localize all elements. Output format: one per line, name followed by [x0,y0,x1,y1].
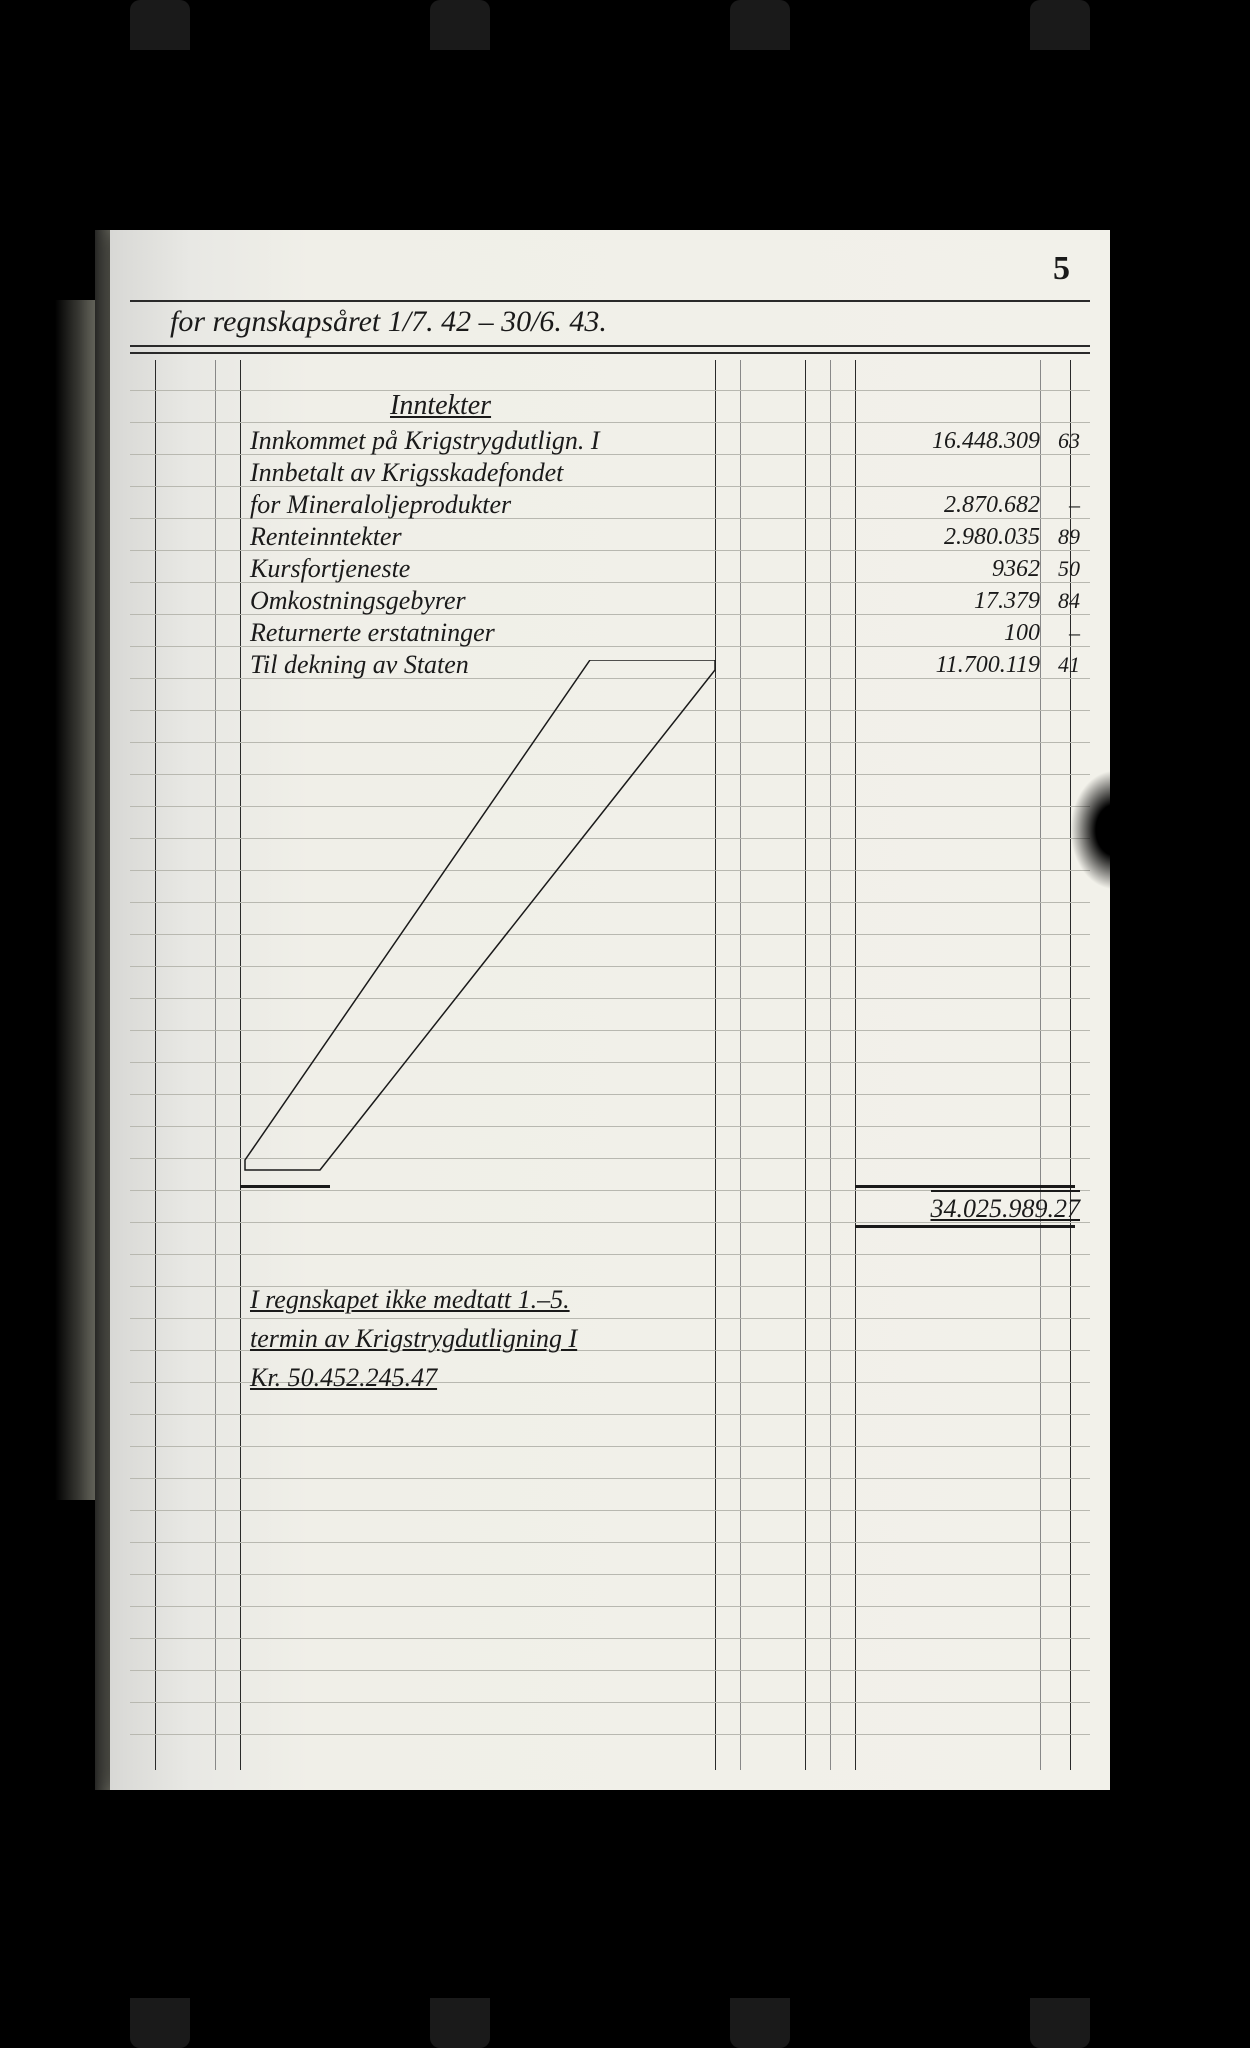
film-sprocket [430,1998,490,2048]
entry-amount: 9362 [992,556,1040,583]
header-rule [130,352,1090,354]
ledger-entry: Omkostningsgebyrer 17.379 84 [250,585,1090,617]
entry-label: Omkostningsgebyrer [250,586,700,616]
subtotal-rule [240,1185,330,1188]
header-rule [130,345,1090,347]
note-line: Kr. 50.452.245.47 [250,1358,577,1397]
total-row: 34.025.989.27 [931,1190,1081,1224]
book-binding [95,230,110,1790]
entry-label: Renteinntekter [250,522,700,552]
film-sprocket [130,1998,190,2048]
ledger-entry: Innbetalt av Krigsskadefondet [250,457,1090,489]
entry-cents: 50 [1058,556,1080,582]
ledger-entry: Kursfortjeneste 9362 50 [250,553,1090,585]
section-title: Inntekter [390,390,491,422]
entry-amount: 100 [1004,620,1040,647]
entry-amount: 17.379 [974,588,1040,615]
total-amount: 34.025.989 [931,1194,1048,1223]
subtotal-rule [855,1185,1075,1188]
closing-diagonal [240,660,720,1180]
page-number: 5 [1053,250,1070,288]
ledger-entry: Returnerte erstatninger 100 – [250,617,1090,649]
film-sprocket [1030,0,1090,50]
film-sprocket [1030,1998,1090,2048]
film-background: 5 for regnskapsåret 1/7. 42 – 30/6. 43. [0,0,1250,2048]
film-sprocket [730,1998,790,2048]
entry-amount: 2.980.035 [944,524,1040,551]
entry-label: for Mineraloljeprodukter [250,490,700,520]
entry-amount: 2.870.682 [944,492,1040,519]
total-cents: 27 [1054,1194,1080,1223]
ledger-entry: Innkommet på Krigstrygdutlign. I 16.448.… [250,425,1090,457]
entry-cents: – [1069,492,1080,518]
subtotal-rule [855,1225,1075,1228]
note-line: I regnskapet ikke medtatt 1.–5. [250,1280,577,1319]
book-edge [55,300,95,1500]
note-line: termin av Krigstrygdutligning I [250,1319,577,1358]
entry-label: Innkommet på Krigstrygdutlign. I [250,426,700,456]
ledger-entry: for Mineraloljeprodukter 2.870.682 – [250,489,1090,521]
film-sprocket [430,0,490,50]
film-sprocket [730,0,790,50]
ledger-entry: Renteinntekter 2.980.035 89 [250,521,1090,553]
entry-cents: 89 [1058,524,1080,550]
film-sprocket [130,0,190,50]
ledger-page: 5 for regnskapsåret 1/7. 42 – 30/6. 43. [110,230,1110,1790]
header-rule [130,300,1090,302]
entry-label: Innbetalt av Krigsskadefondet [250,458,700,488]
entry-amount: 11.700.119 [936,652,1040,679]
entry-label: Returnerte erstatninger [250,618,700,648]
entry-label: Kursfortjeneste [250,554,700,584]
entry-amount: 16.448.309 [932,428,1040,455]
entry-cents: 63 [1058,428,1080,454]
entry-cents: 84 [1058,588,1080,614]
entry-cents: 41 [1058,652,1080,678]
footnote: I regnskapet ikke medtatt 1.–5. termin a… [250,1280,577,1397]
header-text: for regnskapsåret 1/7. 42 – 30/6. 43. [170,305,607,339]
entry-cents: – [1069,620,1080,646]
